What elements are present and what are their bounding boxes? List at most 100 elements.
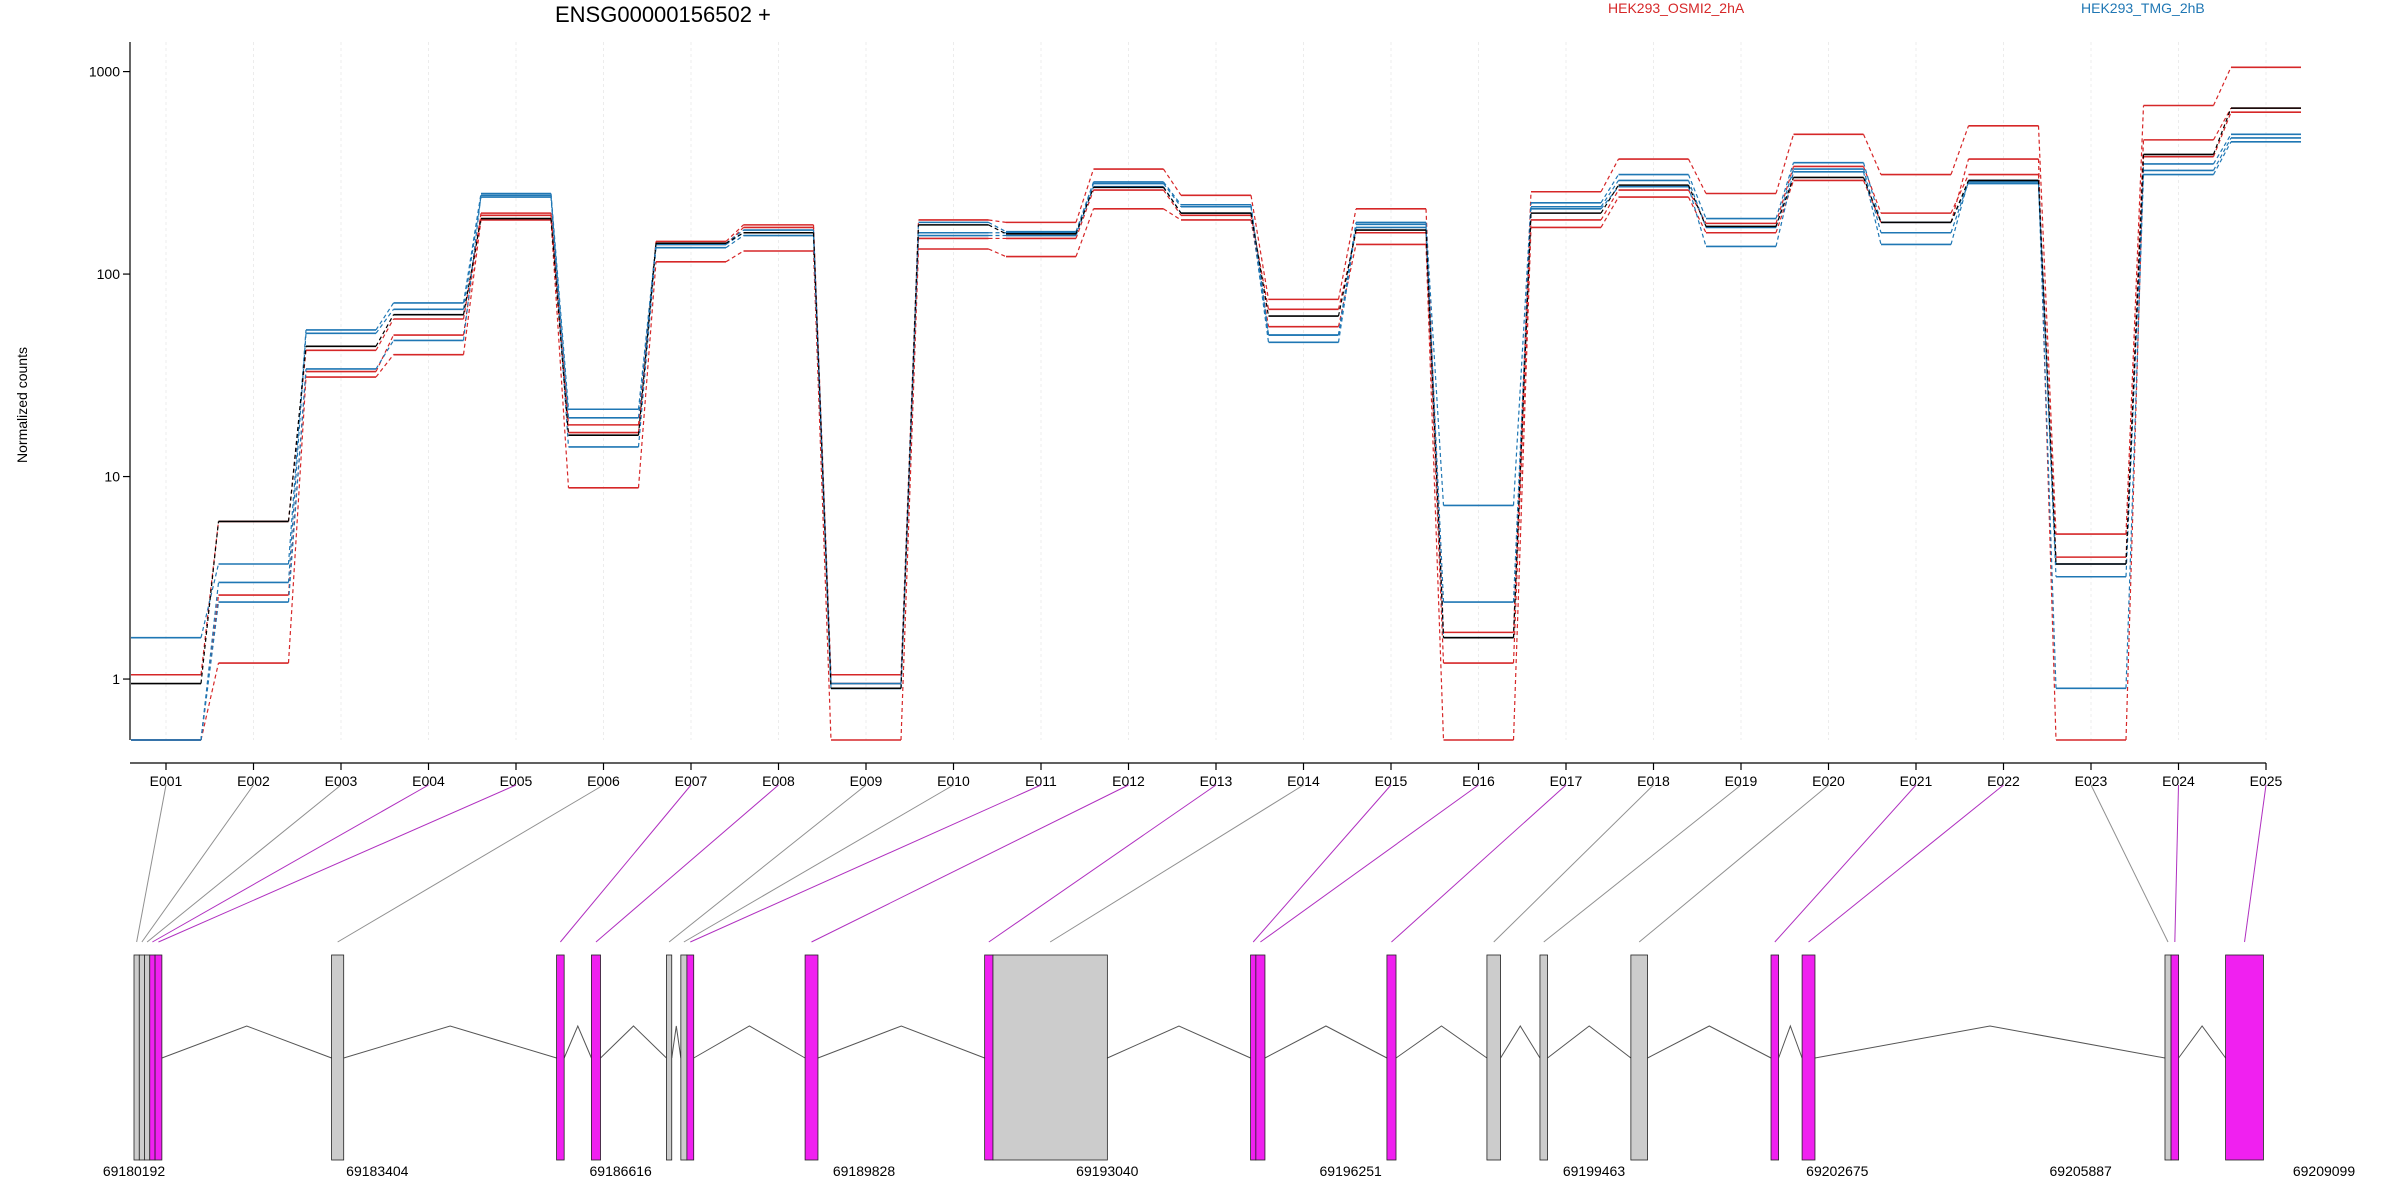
- x-tick-label-e023: E023: [2075, 773, 2108, 789]
- exon-link-e014: [1049, 784, 1304, 943]
- series-3-connector: [1687, 174, 1707, 219]
- series-6-connector: [1950, 180, 1970, 223]
- series-4-connector: [550, 195, 570, 448]
- series-3-connector: [462, 193, 482, 304]
- series-6-connector: [2125, 154, 2145, 565]
- exon-box-e009: [666, 954, 673, 1161]
- series-6-connector: [462, 218, 482, 315]
- series-6-connector: [1512, 213, 1532, 638]
- series-3-connector: [1512, 202, 1532, 506]
- intron-12: [817, 1025, 985, 1059]
- exon-box-e008: [591, 954, 601, 1161]
- exon-box-e024: [2170, 954, 2180, 1161]
- x-tick-label-e014: E014: [1287, 773, 1320, 789]
- series-3-connector: [375, 302, 395, 331]
- exon-link-e008: [595, 784, 779, 943]
- intron-14: [1107, 1025, 1251, 1059]
- series-1-connector: [462, 219, 482, 355]
- exon-box-e012: [804, 954, 819, 1161]
- series-6-connector: [1775, 177, 1795, 227]
- exon-box-e010: [680, 954, 688, 1161]
- series-4-connector: [725, 235, 744, 249]
- x-axis: E001 E002 E003 E004 E005 E006 E007 E008 E009 E010…: [130, 762, 2283, 789]
- series-5-connector: [550, 197, 570, 418]
- intron-21: [1778, 1024, 1803, 1059]
- series-5-connector: [375, 308, 394, 334]
- x-tick-label-e004: E004: [412, 773, 445, 789]
- series-6-connector: [2037, 180, 2057, 565]
- series-6-connector: [550, 218, 570, 436]
- series-4-connector: [2037, 180, 2057, 689]
- exon-link-e016: [1260, 784, 1479, 943]
- exon-link-e023: [2090, 784, 2169, 943]
- series-0-connector: [1600, 158, 1620, 193]
- series-0-connector: [2037, 125, 2057, 535]
- x-tick-label-e016: E016: [1462, 773, 1495, 789]
- series-4-connector: [1862, 171, 1882, 245]
- exon-box-e019: [1539, 954, 1548, 1161]
- series-3-connector: [200, 563, 220, 638]
- exon-box-e003: [144, 954, 151, 1161]
- y-tick-label: 1: [112, 671, 120, 687]
- series-3-connector: [988, 221, 1007, 233]
- series-6-connector: [1075, 187, 1095, 235]
- exon-link-e001: [136, 784, 167, 943]
- coordinate-label-6: 69199463: [1563, 1163, 1626, 1179]
- gene-model: [133, 954, 2264, 1161]
- series-4-connector: [2125, 174, 2145, 689]
- series-0-connector: [988, 219, 1007, 223]
- series-4-connector: [1250, 213, 1270, 343]
- series-0-connector: [1950, 125, 1970, 175]
- grid-lines: [165, 42, 2267, 740]
- series-4-connector: [1512, 208, 1532, 603]
- series-1-connector: [375, 354, 394, 378]
- x-tick-label-e025: E025: [2250, 773, 2283, 789]
- series-1-connector: [900, 248, 920, 741]
- series-1-connector: [1775, 180, 1795, 233]
- series-5-connector: [2212, 137, 2232, 171]
- x-tick-label-e019: E019: [1725, 773, 1758, 789]
- exon-link-e025: [2244, 784, 2267, 943]
- series-0-connector: [1075, 168, 1095, 223]
- x-tick-label-e011: E011: [1025, 773, 1057, 789]
- exon-box-e011: [686, 954, 695, 1161]
- series-4-connector: [812, 235, 832, 689]
- series-5-connector: [637, 244, 657, 418]
- series-1-connector: [812, 250, 832, 741]
- series-4-connector: [375, 340, 395, 370]
- series-0-connector: [1775, 134, 1795, 194]
- exon-link-e017: [1391, 784, 1567, 943]
- intron-6: [343, 1025, 557, 1059]
- series-6-connector: [725, 232, 744, 244]
- intron-22: [1814, 1025, 2166, 1059]
- exon-box-e020: [1630, 954, 1648, 1161]
- x-tick-label-e009: E009: [850, 773, 883, 789]
- x-tick-label-e001: E001: [150, 773, 183, 789]
- series-0-connector: [2212, 67, 2232, 106]
- exon-box-e014: [992, 954, 1108, 1161]
- y-tick-label: 1000: [89, 64, 120, 80]
- series-4-connector: [2212, 141, 2232, 175]
- intron-8: [600, 1025, 667, 1059]
- exon-box-e007: [556, 954, 565, 1161]
- intron-18: [1500, 1025, 1541, 1059]
- series-2-connector: [1075, 189, 1095, 239]
- exon-box-e016: [1255, 954, 1266, 1161]
- exon-link-e006: [337, 784, 604, 943]
- x-tick-label-e005: E005: [500, 773, 533, 789]
- exon-box-e004: [149, 954, 156, 1161]
- exon-box-e013: [984, 954, 994, 1161]
- intron-11: [693, 1025, 806, 1059]
- series-4-connector: [462, 195, 482, 341]
- series-3-connector: [1163, 181, 1182, 206]
- exon-link-e021: [1774, 784, 1917, 943]
- series-1-connector: [1075, 208, 1095, 257]
- exon-box-e002: [138, 954, 145, 1161]
- x-tick-label-e013: E013: [1200, 773, 1233, 789]
- coordinate-label-1: 69183404: [346, 1163, 409, 1179]
- coordinate-label-5: 69196251: [1320, 1163, 1383, 1179]
- intron-9: [671, 1025, 682, 1059]
- x-tick-label-e010: E010: [937, 773, 970, 789]
- series-1-connector: [725, 250, 744, 263]
